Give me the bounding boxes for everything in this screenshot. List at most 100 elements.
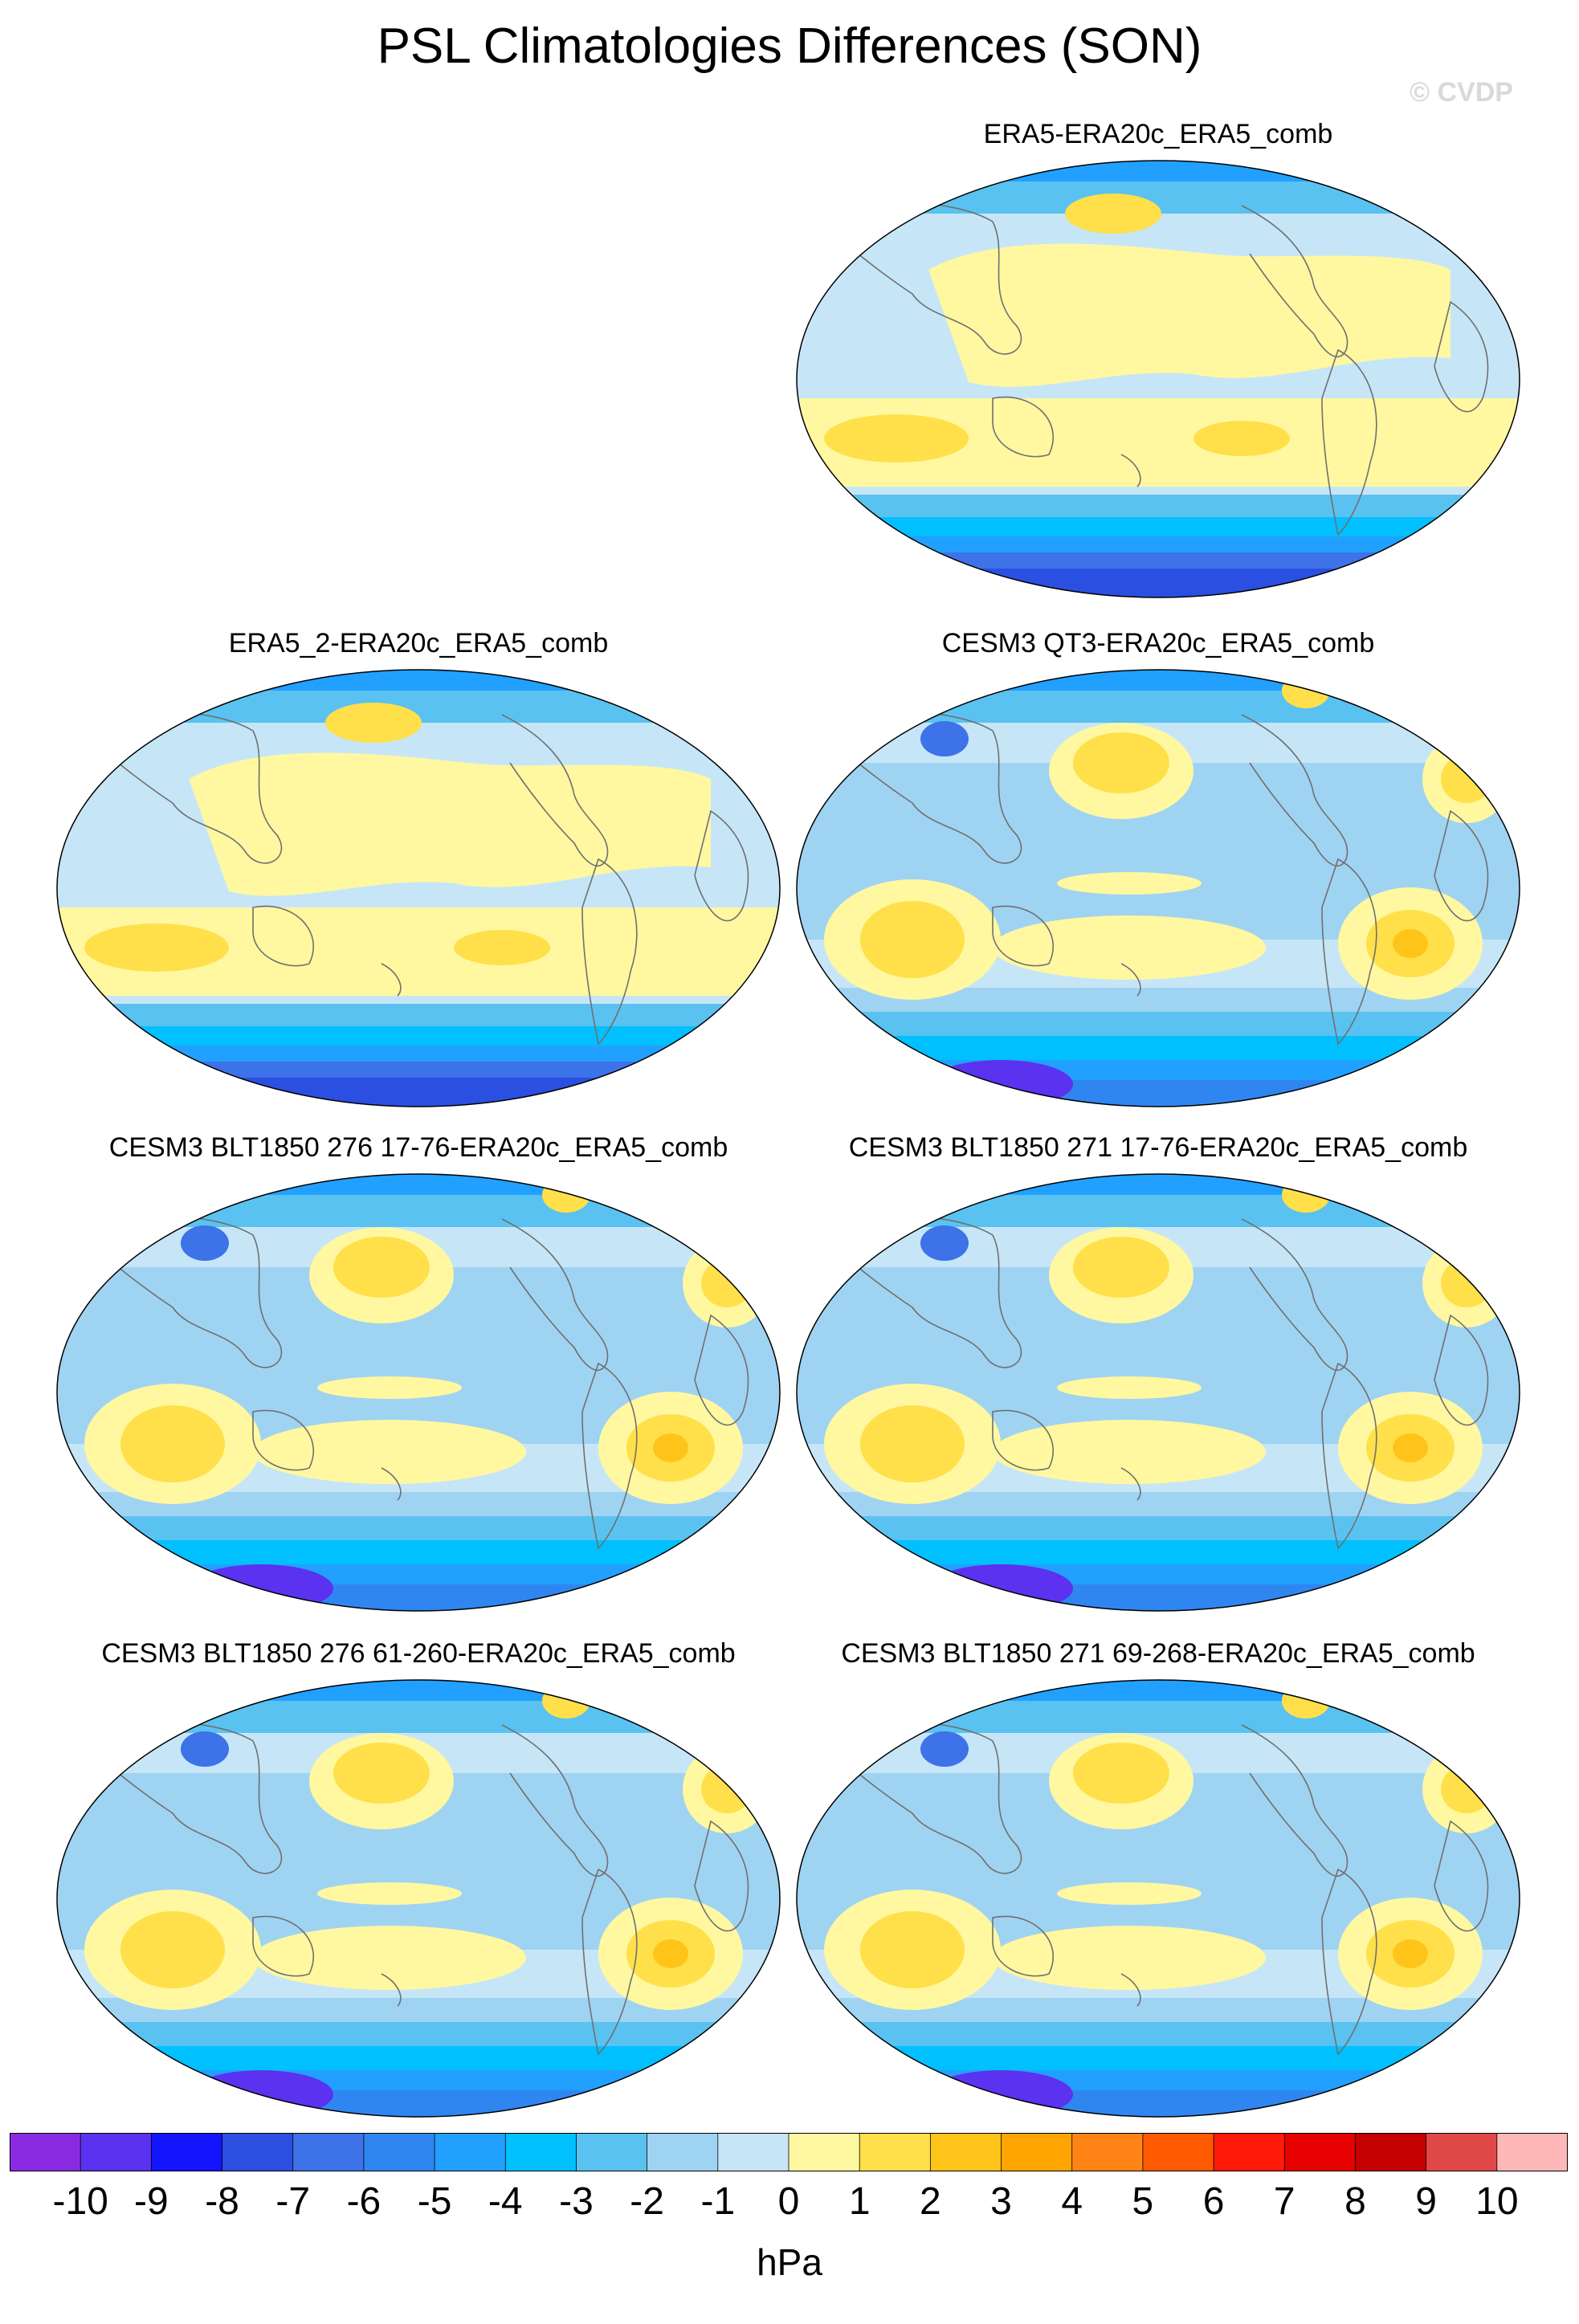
colorbar xyxy=(10,2133,1568,2171)
colorbar-swatch xyxy=(1071,2133,1144,2171)
colorbar-tick-label: 9 xyxy=(1415,2180,1437,2223)
coastlines xyxy=(839,1202,1489,1550)
field-high-north-pacific xyxy=(1065,194,1161,234)
field-high-north-pacific-core xyxy=(1073,1743,1169,1804)
field-high-south-indian-core xyxy=(860,901,965,978)
coastlines xyxy=(100,1708,749,2056)
field-south-band xyxy=(797,1584,1520,1611)
field-high-south-atlantic-max xyxy=(653,1939,688,1968)
field-low-tibet xyxy=(181,1225,229,1261)
colorbar-swatch xyxy=(789,2133,860,2171)
field-high-greenland xyxy=(542,1177,590,1213)
coastlines xyxy=(100,1202,749,1550)
field-high-greenland xyxy=(1282,673,1330,708)
colorbar-swatch xyxy=(1142,2133,1214,2171)
field-high-north-atlantic-core xyxy=(1441,1259,1492,1307)
colorbar-swatch xyxy=(505,2133,577,2171)
field-high-north-pacific-core xyxy=(333,1237,430,1298)
colorbar-tick-label: 5 xyxy=(1132,2180,1154,2223)
map-frame xyxy=(796,1679,1520,2118)
map-frame xyxy=(56,1173,781,1612)
figure-title: PSL Climatologies Differences (SON) xyxy=(377,18,1202,74)
field-high-south-atlantic-max xyxy=(1393,1939,1428,1968)
field-high-north-pacific xyxy=(325,703,422,743)
colorbar-swatch xyxy=(1284,2133,1356,2171)
psl-difference-map xyxy=(796,160,1520,598)
psl-difference-map xyxy=(796,1679,1520,2118)
map-frame xyxy=(796,160,1520,598)
field-positive-atlantic xyxy=(1258,266,1322,306)
map-frame xyxy=(56,1679,781,2118)
panel-title: CESM3 BLT1850 271 69-268-ERA20c_ERA5_com… xyxy=(841,1638,1475,1669)
colorbar-swatch xyxy=(222,2133,294,2171)
colorbar-swatch xyxy=(1496,2133,1568,2171)
colorbar-labels: -10 -9 -8 -7 -6 -5 -4 -3 -2 -1 0 1 2 3 4 5 6 7 8 9 10 xyxy=(0,2179,1579,2228)
field-high-south-pacific xyxy=(1193,421,1290,456)
colorbar-swatch xyxy=(363,2133,435,2171)
colorbar-tick-label: -3 xyxy=(559,2180,594,2223)
colorbar-tick-label: -8 xyxy=(205,2180,239,2223)
colorbar-swatch xyxy=(717,2133,790,2171)
field-high-south-indian-core xyxy=(860,1911,965,1988)
colorbar-swatch xyxy=(859,2133,931,2171)
field-high-south-indian-core xyxy=(860,1405,965,1482)
colorbar-tick-label: 10 xyxy=(1475,2180,1519,2223)
colorbar-tick-label: -4 xyxy=(488,2180,523,2223)
colorbar-tick-label: 8 xyxy=(1344,2180,1366,2223)
colorbar-tick-label: -5 xyxy=(417,2180,452,2223)
field-low-tibet xyxy=(920,1731,969,1767)
field-low-tibet xyxy=(920,721,969,756)
field-high-south-pacific xyxy=(253,1420,526,1484)
panel-title: ERA5_2-ERA20c_ERA5_comb xyxy=(228,628,609,658)
colorbar-tick-label: -2 xyxy=(630,2180,664,2223)
field-south-band xyxy=(797,2090,1520,2117)
map-frame xyxy=(796,1173,1520,1612)
colorbar-tick-label: 1 xyxy=(848,2180,871,2223)
colorbar-swatch xyxy=(1355,2133,1427,2171)
psl-difference-map xyxy=(796,1173,1520,1612)
field-high-north-atlantic-core xyxy=(1441,755,1492,803)
psl-difference-map xyxy=(56,1679,781,2118)
map-panel-p5: CESM3 BLT1850 271 17-76-ERA20c_ERA5_comb xyxy=(792,1132,1524,1614)
field-high-north-pacific-core xyxy=(333,1743,430,1804)
colorbar-swatch xyxy=(151,2133,223,2171)
field-high-south-pacific xyxy=(993,1420,1266,1484)
field-south-band xyxy=(57,2090,780,2117)
field-high-south-atlantic-max xyxy=(653,1433,688,1462)
colorbar-swatch xyxy=(647,2133,719,2171)
field-high-south-atlantic-max xyxy=(1393,1433,1428,1462)
colorbar-swatch xyxy=(1214,2133,1285,2171)
colorbar-tick-label: -6 xyxy=(346,2180,381,2223)
panel-title: CESM3 BLT1850 271 17-76-ERA20c_ERA5_comb xyxy=(848,1132,1468,1163)
field-high-south-indian xyxy=(84,923,229,972)
coastlines xyxy=(839,1708,1489,2056)
field-high-south-pacific xyxy=(454,930,550,965)
map-panel-p7: CESM3 BLT1850 271 69-268-ERA20c_ERA5_com… xyxy=(792,1638,1524,2120)
field-high-south-pacific xyxy=(253,1926,526,1990)
field-tropical-band xyxy=(1057,872,1202,895)
colorbar-tick-label: -10 xyxy=(52,2180,108,2223)
colorbar-tick-label: -9 xyxy=(134,2180,169,2223)
colorbar-swatch xyxy=(576,2133,648,2171)
units-label: hPa xyxy=(757,2241,822,2283)
field-high-south-indian xyxy=(824,414,969,463)
panel-title: CESM3 QT3-ERA20c_ERA5_comb xyxy=(941,628,1375,658)
colorbar-tick-label: 4 xyxy=(1061,2180,1083,2223)
field-low-tibet xyxy=(920,1225,969,1261)
panel-title: CESM3 BLT1850 276 61-260-ERA20c_ERA5_com… xyxy=(101,1638,736,1669)
field-high-north-atlantic-core xyxy=(1441,1765,1492,1813)
psl-difference-map xyxy=(56,669,781,1107)
field-tropical-band xyxy=(1057,1882,1202,1905)
colorbar-swatch xyxy=(435,2133,506,2171)
field-high-north-atlantic-core xyxy=(701,1765,753,1813)
field-high-south-indian-core xyxy=(120,1911,225,1988)
colorbar-tick-label: 3 xyxy=(990,2180,1012,2223)
panel-title: CESM3 BLT1850 276 17-76-ERA20c_ERA5_comb xyxy=(108,1132,728,1163)
field-south-band xyxy=(57,1584,780,1611)
psl-difference-map xyxy=(796,669,1520,1107)
colorbar-tick-label: 6 xyxy=(1202,2180,1225,2223)
colorbar-tick-label: -7 xyxy=(275,2180,311,2223)
colorbar-swatch xyxy=(80,2133,152,2171)
field-tropical-band xyxy=(1057,1376,1202,1399)
map-panel-p3: CESM3 QT3-ERA20c_ERA5_comb xyxy=(792,628,1524,1110)
